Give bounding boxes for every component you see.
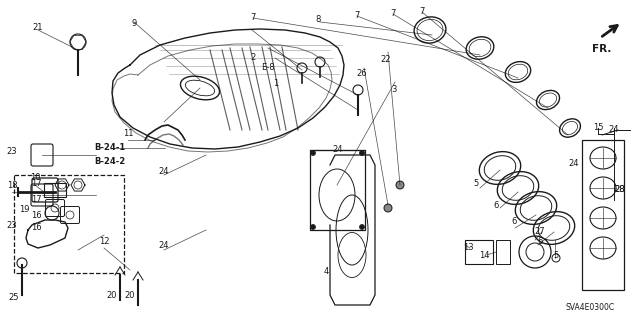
Text: 24: 24 bbox=[609, 125, 620, 135]
Text: 6: 6 bbox=[538, 238, 543, 247]
Text: B-24-2: B-24-2 bbox=[94, 158, 125, 167]
Text: 24: 24 bbox=[569, 159, 579, 167]
Text: 21: 21 bbox=[33, 24, 44, 33]
Text: 5: 5 bbox=[474, 180, 479, 189]
Text: 4: 4 bbox=[323, 268, 328, 277]
Text: 20: 20 bbox=[107, 292, 117, 300]
Bar bbox=[14, 175, 124, 273]
Text: 7: 7 bbox=[390, 10, 396, 19]
Text: B-24-1: B-24-1 bbox=[94, 144, 125, 152]
Text: 25: 25 bbox=[9, 293, 19, 302]
Circle shape bbox=[310, 225, 316, 229]
Bar bbox=[465, 240, 493, 264]
Circle shape bbox=[310, 151, 316, 155]
Text: 13: 13 bbox=[463, 243, 474, 253]
Text: 10: 10 bbox=[29, 174, 40, 182]
Text: SVA4E0300C: SVA4E0300C bbox=[565, 303, 614, 313]
Text: 6: 6 bbox=[493, 202, 499, 211]
Circle shape bbox=[360, 225, 365, 229]
Text: 24: 24 bbox=[333, 145, 343, 154]
Text: 28: 28 bbox=[614, 186, 625, 195]
Text: 19: 19 bbox=[19, 205, 29, 214]
Text: 11: 11 bbox=[123, 129, 133, 137]
Bar bbox=[582, 140, 624, 290]
Text: 23: 23 bbox=[6, 147, 17, 157]
Text: 16: 16 bbox=[31, 211, 42, 220]
Text: 2: 2 bbox=[250, 54, 255, 63]
Text: 28: 28 bbox=[614, 186, 625, 195]
Text: 17: 17 bbox=[31, 180, 42, 189]
Text: 26: 26 bbox=[356, 70, 367, 78]
Text: 20: 20 bbox=[125, 292, 135, 300]
Bar bbox=[496, 240, 510, 264]
Text: 3: 3 bbox=[391, 85, 397, 94]
Text: 5: 5 bbox=[554, 251, 559, 261]
Text: 24: 24 bbox=[159, 167, 169, 176]
Text: 18: 18 bbox=[6, 182, 17, 190]
Text: FR.: FR. bbox=[592, 44, 611, 54]
Circle shape bbox=[396, 181, 404, 189]
Text: E-8: E-8 bbox=[261, 63, 275, 72]
Text: 9: 9 bbox=[131, 19, 136, 28]
Bar bbox=[310, 150, 365, 230]
Text: 12: 12 bbox=[99, 238, 109, 247]
Text: 27: 27 bbox=[534, 227, 545, 236]
Text: 7: 7 bbox=[355, 11, 360, 20]
Text: 22: 22 bbox=[381, 56, 391, 64]
Text: 15: 15 bbox=[593, 123, 604, 132]
Text: 16: 16 bbox=[31, 224, 42, 233]
Bar bbox=[44, 183, 66, 197]
Text: 1: 1 bbox=[273, 79, 278, 88]
Circle shape bbox=[360, 151, 365, 155]
Text: 8: 8 bbox=[316, 16, 321, 25]
Text: 23: 23 bbox=[6, 221, 17, 231]
Text: 17: 17 bbox=[31, 196, 42, 204]
Text: 6: 6 bbox=[511, 218, 516, 226]
Circle shape bbox=[384, 204, 392, 212]
Text: 7: 7 bbox=[419, 8, 425, 17]
Text: 24: 24 bbox=[159, 241, 169, 250]
Text: 14: 14 bbox=[479, 251, 489, 261]
Text: 7: 7 bbox=[250, 13, 256, 23]
